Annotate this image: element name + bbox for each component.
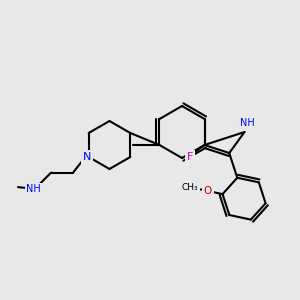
Text: CH₃: CH₃ [182,183,199,192]
Text: N: N [82,152,91,162]
Text: O: O [204,186,212,196]
Text: NH: NH [26,184,41,194]
Text: F: F [187,152,193,162]
Text: NH: NH [240,118,255,128]
